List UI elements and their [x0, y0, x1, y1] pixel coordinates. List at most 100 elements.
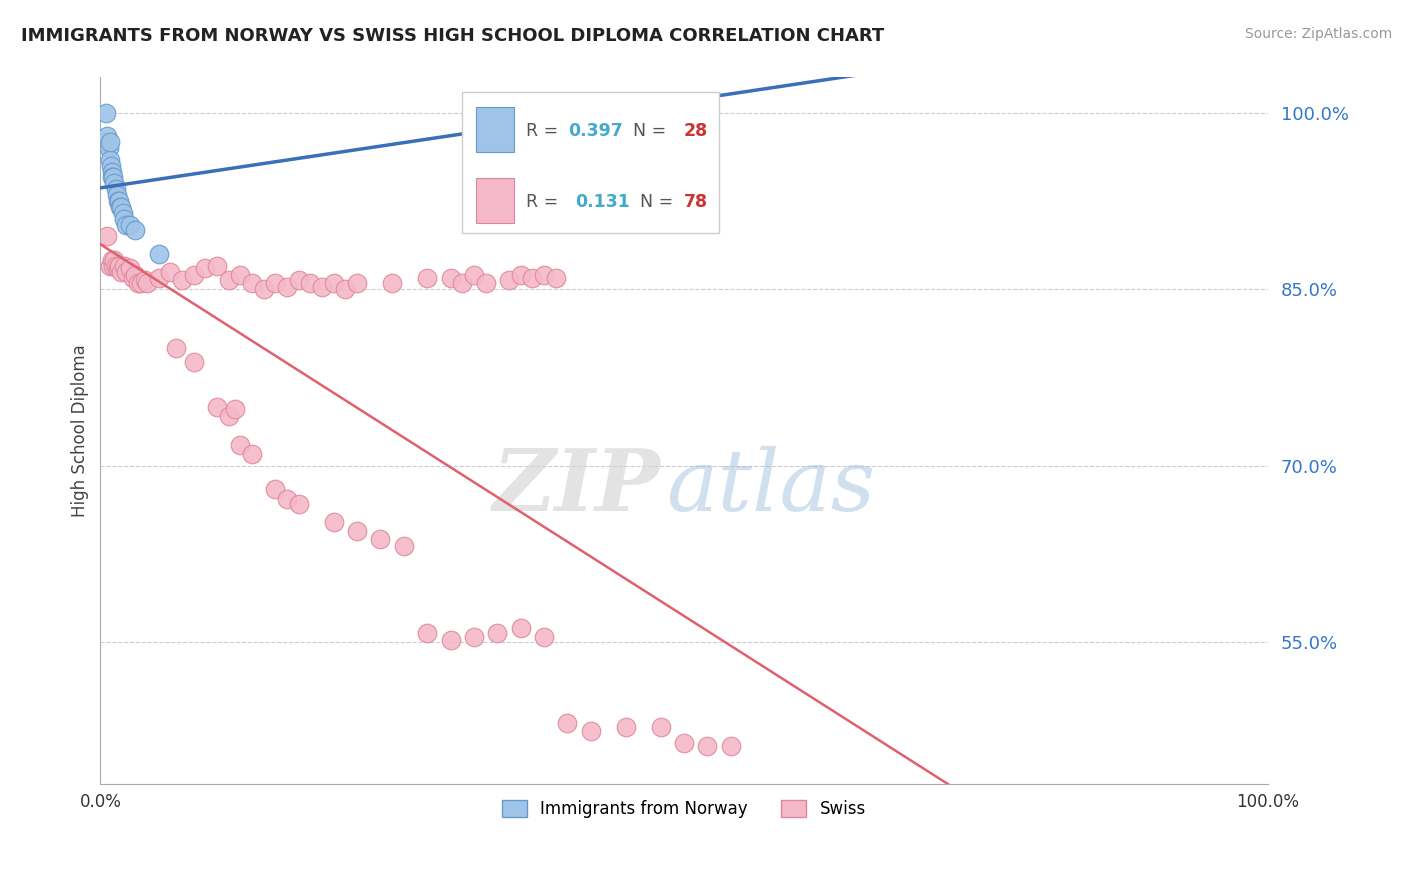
- Point: [544, 118, 567, 132]
- Point: [322, 516, 344, 530]
- Point: [103, 170, 125, 185]
- Point: [346, 277, 368, 291]
- Text: ZIP: ZIP: [492, 445, 661, 529]
- Point: [720, 739, 742, 753]
- Point: [381, 277, 404, 291]
- Point: [136, 277, 159, 291]
- Point: [110, 265, 132, 279]
- Point: [112, 211, 135, 226]
- Point: [276, 280, 298, 294]
- Point: [118, 218, 141, 232]
- Point: [544, 270, 567, 285]
- Text: R =: R =: [526, 122, 564, 140]
- Point: [100, 159, 122, 173]
- Point: [276, 491, 298, 506]
- Point: [112, 259, 135, 273]
- Point: [253, 282, 276, 296]
- Point: [205, 400, 228, 414]
- Point: [322, 277, 344, 291]
- Point: [229, 268, 252, 283]
- Point: [97, 141, 120, 155]
- Point: [299, 277, 322, 291]
- Point: [98, 259, 121, 273]
- Point: [93, 135, 115, 149]
- Point: [498, 105, 520, 120]
- Point: [124, 268, 146, 283]
- Point: [416, 626, 439, 640]
- Point: [108, 200, 131, 214]
- Point: [118, 261, 141, 276]
- Point: [672, 735, 695, 749]
- Point: [159, 265, 181, 279]
- Text: 78: 78: [683, 193, 709, 211]
- Point: [98, 135, 121, 149]
- Point: [96, 105, 118, 120]
- Point: [533, 630, 555, 644]
- Bar: [477, 178, 513, 223]
- Point: [509, 621, 531, 635]
- Point: [129, 277, 152, 291]
- Point: [101, 252, 124, 267]
- Point: [451, 277, 474, 291]
- Point: [288, 497, 311, 511]
- Point: [98, 153, 121, 167]
- Point: [522, 112, 544, 126]
- Point: [650, 720, 672, 734]
- Text: atlas: atlas: [666, 446, 876, 528]
- Point: [170, 273, 193, 287]
- FancyBboxPatch shape: [463, 92, 718, 233]
- Point: [346, 524, 368, 538]
- Bar: [477, 107, 513, 153]
- Point: [110, 200, 132, 214]
- Point: [439, 633, 461, 648]
- Point: [124, 223, 146, 237]
- Point: [498, 273, 520, 287]
- Point: [416, 270, 439, 285]
- Point: [111, 206, 134, 220]
- Point: [288, 273, 311, 287]
- Point: [105, 188, 128, 202]
- Point: [134, 273, 156, 287]
- Point: [240, 277, 263, 291]
- Point: [103, 252, 125, 267]
- Point: [107, 261, 129, 276]
- Point: [101, 164, 124, 178]
- Point: [108, 259, 131, 273]
- Text: N =: N =: [621, 122, 672, 140]
- Point: [103, 259, 125, 273]
- Point: [104, 259, 127, 273]
- Point: [103, 177, 125, 191]
- Point: [463, 268, 485, 283]
- Point: [555, 715, 578, 730]
- Point: [522, 270, 544, 285]
- Point: [218, 409, 240, 424]
- Point: [463, 630, 485, 644]
- Point: [509, 268, 531, 283]
- Point: [205, 259, 228, 273]
- Point: [127, 277, 149, 291]
- Point: [474, 277, 496, 291]
- Text: IMMIGRANTS FROM NORWAY VS SWISS HIGH SCHOOL DIPLOMA CORRELATION CHART: IMMIGRANTS FROM NORWAY VS SWISS HIGH SCH…: [21, 27, 884, 45]
- Point: [148, 247, 170, 261]
- Text: 28: 28: [683, 122, 709, 140]
- Point: [108, 194, 131, 208]
- Point: [439, 270, 461, 285]
- Point: [194, 261, 217, 276]
- Text: Source: ZipAtlas.com: Source: ZipAtlas.com: [1244, 27, 1392, 41]
- Text: 0.131: 0.131: [575, 193, 630, 211]
- Point: [533, 268, 555, 283]
- Point: [107, 194, 129, 208]
- Point: [370, 532, 392, 546]
- Point: [165, 341, 187, 355]
- Point: [240, 447, 263, 461]
- Point: [579, 723, 602, 738]
- Text: R =: R =: [526, 193, 569, 211]
- Point: [229, 438, 252, 452]
- Point: [101, 170, 124, 185]
- Point: [509, 108, 531, 122]
- Point: [696, 739, 718, 753]
- Point: [486, 626, 509, 640]
- Point: [264, 483, 287, 497]
- Point: [183, 355, 205, 369]
- Point: [392, 539, 415, 553]
